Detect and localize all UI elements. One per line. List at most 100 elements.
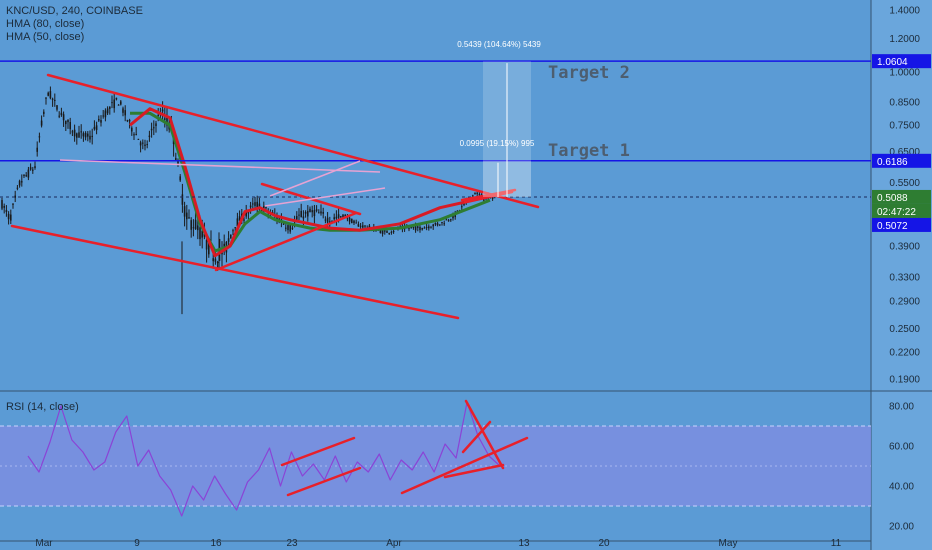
candle-body xyxy=(414,226,417,231)
price-badge-low: 0.5072 xyxy=(877,221,908,232)
candle-body xyxy=(126,120,129,122)
candle-body xyxy=(168,125,170,130)
price-tick-label: 1.2000 xyxy=(889,34,920,45)
candle-body xyxy=(276,216,278,220)
candle-body xyxy=(296,216,298,220)
candle-body xyxy=(456,210,459,212)
candle-body xyxy=(142,142,144,144)
candle-body xyxy=(43,111,45,114)
level-badge-0-6186: 0.6186 xyxy=(877,157,908,168)
candle-body xyxy=(227,238,230,242)
price-axis-ticks: 1.4000 1.2000 1.0000 0.8500 0.7500 0.6500 0.55… xyxy=(889,5,920,385)
target1-measure-label: 0.0995 (19.15%) 995 xyxy=(460,139,535,148)
symbol-title: KNC/USD, 240, COINBASE xyxy=(6,5,143,17)
trend-line xyxy=(10,224,460,320)
price-badge-last-bg xyxy=(872,189,931,204)
candle-body xyxy=(298,214,300,216)
candle-body xyxy=(23,174,25,177)
candle-body xyxy=(256,201,258,209)
candle-body xyxy=(175,157,177,161)
price-badge-last: 0.5088 xyxy=(877,193,908,204)
candle-body xyxy=(117,104,120,106)
candle-body xyxy=(122,108,124,113)
candle-body xyxy=(445,219,448,221)
target2-label: Target 2 xyxy=(548,63,630,83)
trend-lines xyxy=(10,73,540,320)
candle-body xyxy=(124,110,126,116)
candle-body xyxy=(337,214,340,218)
candle-body xyxy=(164,118,166,120)
candle-body xyxy=(258,203,261,207)
candle-body xyxy=(10,214,12,221)
candle-body xyxy=(131,127,133,132)
candle-body xyxy=(25,175,27,177)
candle-body xyxy=(203,233,206,237)
candle-body xyxy=(318,212,320,214)
price-tick-label: 0.7500 xyxy=(889,121,920,132)
candle-body xyxy=(155,123,157,127)
candle-body xyxy=(300,210,302,218)
price-tick-label: 0.3300 xyxy=(889,273,920,284)
price-tick-label: 0.2500 xyxy=(889,324,920,335)
candle-body xyxy=(313,210,316,217)
candle-body xyxy=(179,176,181,181)
chart-legend: KNC/USD, 240, COINBASE HMA (80, close) H… xyxy=(6,5,143,44)
candle-body xyxy=(247,211,250,214)
pink-trend-line xyxy=(59,159,381,173)
candle-body xyxy=(45,97,47,99)
candle-body xyxy=(476,192,478,194)
candle-body xyxy=(304,212,307,214)
price-tick-label: 0.3900 xyxy=(889,242,920,253)
trend-line xyxy=(214,211,358,272)
candle-body xyxy=(285,227,287,229)
price-tick-label: 0.1900 xyxy=(889,375,920,386)
candle-body xyxy=(36,147,38,152)
candle-body xyxy=(113,99,115,109)
candle-body xyxy=(205,240,208,250)
candle-body xyxy=(56,105,58,110)
candle-body xyxy=(3,205,5,208)
candle-body xyxy=(104,110,107,118)
candle-body xyxy=(1,200,3,209)
level-badge-1-0604: 1.0604 xyxy=(877,57,908,68)
candle-body xyxy=(384,230,386,232)
candle-body xyxy=(245,210,247,217)
price-badge-timer: 02:47:22 xyxy=(877,207,916,218)
candle-body xyxy=(181,194,184,205)
candle-body xyxy=(432,224,434,227)
candle-body xyxy=(436,223,439,226)
candle-body xyxy=(150,128,153,131)
candle-body xyxy=(78,132,80,138)
candle-body xyxy=(254,202,256,206)
candle-body xyxy=(381,230,384,234)
candle-body xyxy=(144,144,146,147)
candle-body xyxy=(7,213,10,220)
price-tick-label: 0.2200 xyxy=(889,347,920,358)
candle-body xyxy=(249,205,252,208)
candle-body xyxy=(51,98,54,100)
candle-body xyxy=(348,217,351,222)
candle-body xyxy=(133,134,135,136)
candle-body xyxy=(98,118,100,121)
candle-body xyxy=(183,206,186,217)
candle-body xyxy=(362,225,364,228)
candle-body xyxy=(49,91,52,99)
candle-body xyxy=(311,210,313,213)
candle-body xyxy=(357,224,360,227)
candle-body xyxy=(212,258,214,262)
candle-body xyxy=(230,234,232,239)
candle-body xyxy=(410,227,412,229)
hma50-line xyxy=(129,107,491,258)
rsi-tick-label: 40.00 xyxy=(889,482,914,493)
candle-body xyxy=(188,217,190,219)
candle-body xyxy=(320,211,322,214)
candle-body xyxy=(84,132,87,138)
candle-body xyxy=(54,99,56,101)
candle-body xyxy=(177,160,179,165)
candle-body xyxy=(135,134,137,136)
candle-body xyxy=(14,195,16,198)
candle-body xyxy=(289,224,291,232)
target2-measure-label: 0.5439 (104.64%) 5439 xyxy=(457,40,541,49)
candle-body xyxy=(5,210,8,213)
candle-body xyxy=(390,231,393,233)
